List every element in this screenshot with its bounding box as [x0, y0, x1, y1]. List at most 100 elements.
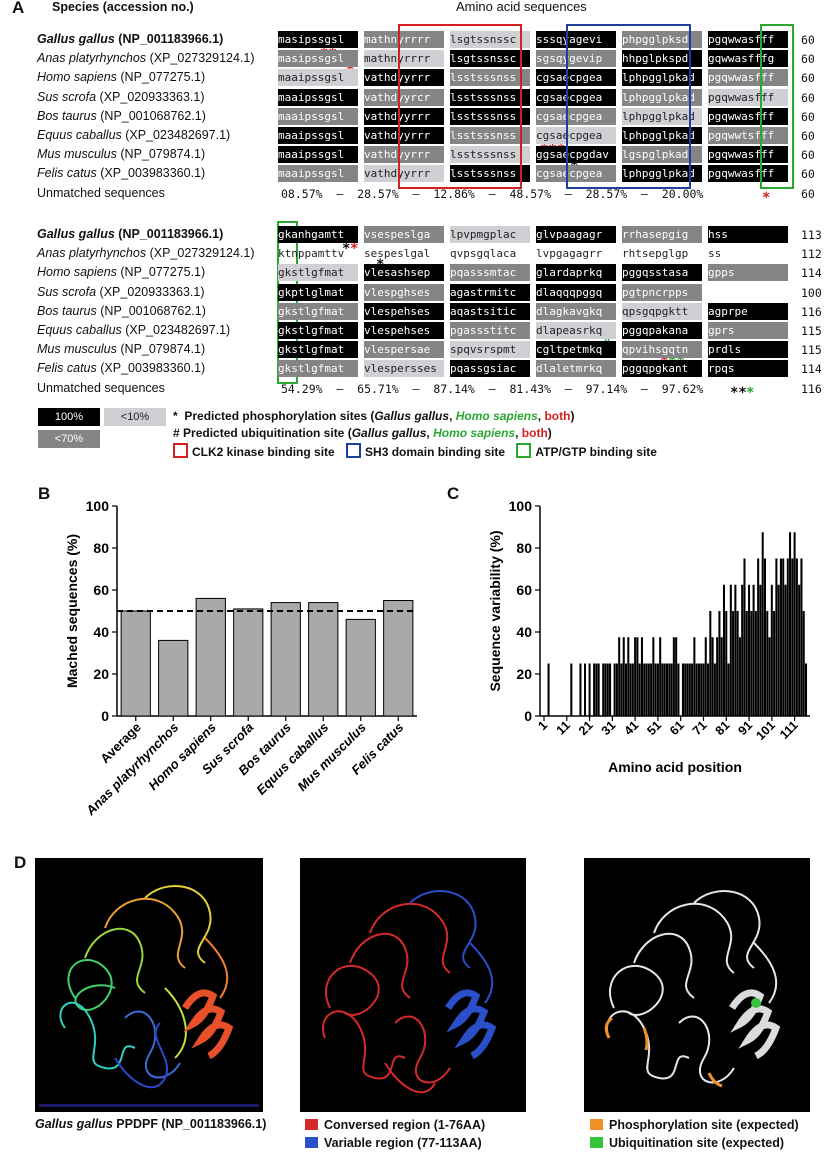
- x-tick-label: 111: [777, 718, 801, 742]
- variability-bar: [716, 637, 719, 716]
- unmatched-label: Unmatched sequences: [37, 185, 165, 200]
- legend-phospho-site: Phosphorylation site (expected): [590, 1116, 799, 1134]
- x-tick-label: 31: [599, 718, 619, 738]
- variability-bar: [718, 611, 721, 716]
- variability-bar: [709, 611, 712, 716]
- variability-bar: [782, 558, 785, 716]
- species-label: Anas platyrhynchos (XP_027329124.1): [37, 51, 255, 66]
- sequence-end-number: 60: [801, 33, 815, 47]
- unmatched-end-number: 116: [801, 381, 822, 396]
- panel-letter-b: B: [38, 484, 51, 503]
- species-label: Homo sapiens (NP_077275.1): [37, 265, 206, 280]
- clk2-legend-square: [173, 443, 188, 458]
- variability-bar: [761, 532, 764, 716]
- legend-100-box: 100%: [38, 408, 100, 426]
- variability-bar: [579, 663, 582, 716]
- x-tick-label: 1: [535, 718, 550, 733]
- sequence-end-number: 60: [801, 71, 815, 86]
- legend-phospho: * Predicted phosphorylation sites (Gallu…: [173, 409, 575, 423]
- variability-bar: [627, 637, 630, 716]
- sequence-end-number: 60: [801, 148, 815, 163]
- variability-bar: [622, 637, 625, 716]
- variability-bar: [752, 584, 755, 716]
- y-tick-label: 20: [516, 666, 532, 682]
- sequence-end-number: 100: [801, 285, 822, 300]
- species-label: Felis catus (XP_003983360.1): [37, 166, 206, 181]
- variability-bar: [652, 637, 655, 716]
- y-tick-label: 60: [516, 582, 532, 598]
- sequence-end-number: 60: [801, 90, 815, 105]
- panel-d-caption: Gallus gallus PPDPF (NP_001183966.1): [35, 1117, 267, 1131]
- unmatched-percentages: 54.29% – 65.71% – 87.14% – 81.43% – 97.1…: [281, 381, 704, 396]
- variability-bar: [691, 663, 694, 716]
- variability-bar: [602, 663, 605, 716]
- x-tick-label: 41: [622, 718, 642, 738]
- variability-bar: [620, 663, 623, 716]
- sequence-end-number: 114: [801, 266, 822, 281]
- variability-bar: [675, 637, 678, 716]
- variability-bar: [777, 584, 780, 716]
- variability-bar: [757, 558, 760, 716]
- sequence-end-number: 114: [801, 362, 822, 377]
- variability-bar: [775, 558, 778, 716]
- panel-letter-d: D: [14, 853, 27, 872]
- variability-bar: [606, 663, 609, 716]
- variability-bar: [643, 663, 646, 716]
- y-tick-label: 40: [516, 624, 532, 640]
- variability-bar: [741, 584, 744, 716]
- y-tick-label: 60: [93, 582, 109, 598]
- variability-bar: [702, 663, 705, 716]
- legend-10-box: <10%: [104, 408, 166, 426]
- variability-bar: [666, 663, 669, 716]
- panel-letter-c: C: [447, 484, 460, 503]
- species-label: Equus caballus (XP_023482697.1): [37, 128, 231, 142]
- x-tick-label: 101: [753, 718, 778, 743]
- y-axis-label: Mached sequences (%): [64, 534, 80, 688]
- bar: [270, 602, 301, 717]
- protein-structure-rainbow: [35, 858, 263, 1112]
- bar: [383, 600, 414, 717]
- x-tick-label: 81: [713, 718, 733, 738]
- species-label: Felis catus (XP_003983360.1): [37, 361, 206, 376]
- legend-70-box: <70%: [38, 430, 100, 448]
- sequence-end-number: 115: [801, 343, 822, 358]
- variability-bar: [759, 584, 762, 716]
- species-label: Sus scrofa (XP_020933363.1): [37, 89, 205, 104]
- variability-bar: [650, 663, 653, 716]
- species-header: Species (accession no.): [52, 0, 194, 14]
- y-tick-label: 100: [509, 498, 533, 514]
- x-axis-label: Amino acid position: [608, 759, 742, 775]
- variability-bar: [763, 558, 767, 716]
- variability-bar: [784, 584, 787, 716]
- y-tick-label: 80: [93, 540, 109, 556]
- atp-legend-square: [516, 443, 532, 458]
- variability-bar: [786, 558, 789, 716]
- variability-bar: [779, 558, 782, 716]
- variability-bar: [738, 637, 741, 716]
- variability-bar: [748, 584, 751, 716]
- variability-bar: [670, 663, 673, 716]
- species-label: Anas platyrhynchos (XP_027329124.1): [37, 246, 255, 261]
- variability-bar: [729, 584, 732, 716]
- protein-structure-regions: [300, 858, 526, 1112]
- variability-bar: [700, 663, 703, 716]
- variability-bar: [804, 663, 808, 716]
- variability-bar: [618, 637, 621, 716]
- variability-bar: [693, 637, 696, 716]
- variability-bar: [668, 663, 671, 716]
- y-axis-label: Sequence variability (%): [487, 530, 503, 691]
- x-tick-label: 61: [667, 718, 687, 738]
- bar: [345, 618, 376, 717]
- legend-ubiq-site: Ubiquitination site (expected): [590, 1134, 799, 1152]
- variability-bar: [736, 611, 739, 716]
- variability-bar: [793, 532, 796, 716]
- variability-bar: [629, 663, 632, 716]
- variability-bar: [654, 663, 657, 716]
- sh3-legend-square: [346, 443, 362, 458]
- variability-bar: [547, 663, 550, 716]
- variability-bar: [789, 532, 792, 716]
- variability-bar: [802, 611, 805, 716]
- variability-bar: [707, 663, 710, 716]
- legend-right: Phosphorylation site (expected) Ubiquiti…: [590, 1116, 799, 1152]
